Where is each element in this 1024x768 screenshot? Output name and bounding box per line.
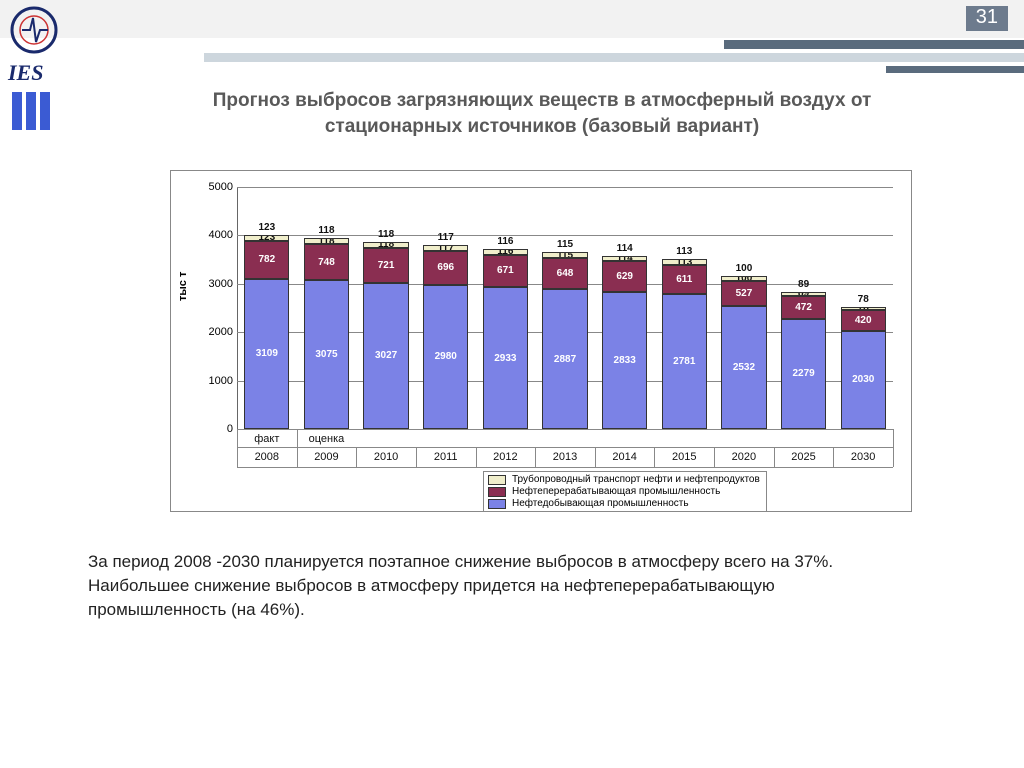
y-tick: 4000: [193, 229, 233, 241]
bar-top-label: 115: [535, 239, 595, 250]
x-year: 2025: [774, 451, 834, 463]
logo-text: IES: [8, 60, 43, 86]
legend-item: Трубопроводный транспорт нефти и нефтепр…: [488, 474, 760, 485]
y-tick: 3000: [193, 278, 233, 290]
legend-item: Нефтеперерабатывающая промышленность: [488, 486, 760, 497]
bar-segment: 611: [662, 265, 707, 295]
page-number: 31: [966, 6, 1008, 31]
title-line: Прогноз выбросов загрязняющих веществ в …: [213, 90, 872, 111]
logo-bars-icon: [12, 92, 50, 130]
x-year: 2008: [237, 451, 297, 463]
bar-top-label: 116: [476, 236, 536, 247]
y-tick: 2000: [193, 326, 233, 338]
page-title: Прогноз выбросов загрязняющих веществ в …: [120, 88, 964, 139]
bar-top-label: 118: [356, 229, 416, 240]
bar-segment: 2933: [483, 287, 528, 429]
bar-segment: 472: [781, 296, 826, 319]
x-year: 2014: [595, 451, 655, 463]
legend-item: Нефтедобывающая промышленность: [488, 498, 760, 509]
x-year: 2015: [654, 451, 714, 463]
caption-line: Наибольшее снижение выбросов в атмосферу…: [88, 576, 775, 595]
bar-segment: 2833: [602, 292, 647, 429]
x-year: 2009: [297, 451, 357, 463]
bar-top-label: 118: [297, 225, 357, 236]
bar-segment: 2980: [423, 285, 468, 429]
caption-line: За период 2008 -2030 планируется поэтапн…: [88, 552, 833, 571]
bar-segment: 3027: [363, 283, 408, 430]
x-year: 2030: [833, 451, 893, 463]
bar-segment: 629: [602, 261, 647, 291]
y-tick: 0: [193, 423, 233, 435]
bar-segment: 2781: [662, 294, 707, 429]
bar-segment: 782: [244, 241, 289, 279]
caption-line: промышленность (на 46%).: [88, 600, 305, 619]
decor-stripe: [886, 66, 1024, 73]
chart-legend: Трубопроводный транспорт нефти и нефтепр…: [483, 471, 767, 512]
bar-segment: 2532: [721, 306, 766, 429]
bar-segment: 527: [721, 281, 766, 307]
x-category: оценка: [297, 433, 357, 445]
bar-top-label: 89: [774, 279, 834, 290]
x-year: 2010: [356, 451, 416, 463]
decor-stripe: [724, 40, 1024, 49]
emissions-chart: тыс т 3109782123123307574811811830277211…: [170, 170, 912, 512]
top-bar: [0, 0, 1024, 38]
decor-stripe: [204, 53, 1024, 62]
caption-text: За период 2008 -2030 планируется поэтапн…: [88, 550, 954, 621]
bar-segment: 2887: [542, 289, 587, 429]
bar-segment: 696: [423, 251, 468, 285]
x-year: 2012: [476, 451, 536, 463]
y-axis-label: тыс т: [177, 272, 189, 301]
y-tick: 1000: [193, 375, 233, 387]
bar-top-label: 123: [237, 222, 297, 233]
bar-top-label: 114: [595, 243, 655, 254]
bar-segment: 748: [304, 244, 349, 280]
bar-segment: 671: [483, 255, 528, 287]
bar-segment: 420: [841, 310, 886, 330]
bar-top-label: 117: [416, 232, 476, 243]
bar-top-label: 113: [654, 246, 714, 257]
x-year: 2011: [416, 451, 476, 463]
bar-top-label: 100: [714, 263, 774, 274]
y-tick: 5000: [193, 181, 233, 193]
bar-segment: 3075: [304, 280, 349, 429]
x-year: 2013: [535, 451, 595, 463]
x-category: факт: [237, 433, 297, 445]
logo-icon: [8, 4, 60, 61]
title-line: стационарных источников (базовый вариант…: [325, 116, 759, 137]
plot-area: 3109782123123307574811811830277211181182…: [237, 187, 893, 429]
bar-top-label: 78: [833, 294, 893, 305]
bar-segment: 648: [542, 258, 587, 289]
x-year: 2020: [714, 451, 774, 463]
bar-segment: 721: [363, 248, 408, 283]
bar-segment: 3109: [244, 279, 289, 429]
bar-segment: 2279: [781, 319, 826, 429]
bar-segment: 2030: [841, 331, 886, 429]
